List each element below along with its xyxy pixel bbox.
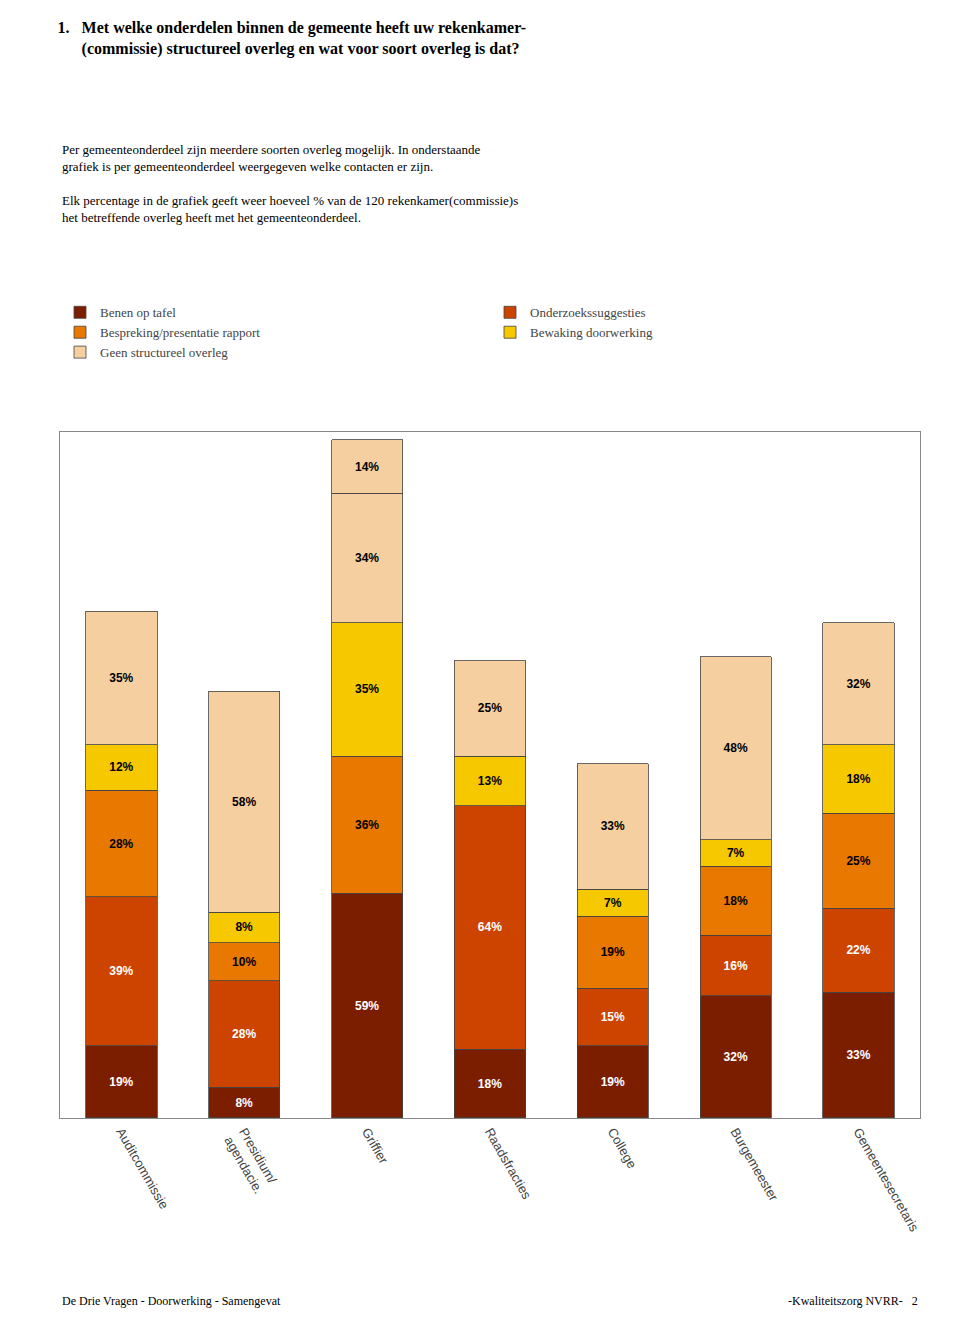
svg-text:64%: 64% <box>478 920 502 934</box>
svg-text:7%: 7% <box>604 896 622 910</box>
svg-text:Geen structureel overleg: Geen structureel overleg <box>100 345 228 360</box>
svg-text:Gemeentesecretaris: Gemeentesecretaris <box>850 1125 922 1234</box>
svg-text:Per gemeenteonderdeel zijn mee: Per gemeenteonderdeel zijn meerdere soor… <box>62 142 481 174</box>
svg-text:32%: 32% <box>846 677 870 691</box>
svg-text:28%: 28% <box>109 837 133 851</box>
svg-text:Bewaking doorwerking: Bewaking doorwerking <box>530 325 653 340</box>
svg-text:-Kwaliteitszorg NVRR- 2: -Kwaliteitszorg NVRR- 2 <box>788 1294 918 1308</box>
svg-text:12%: 12% <box>109 760 133 774</box>
svg-text:7%: 7% <box>727 846 745 860</box>
svg-text:Burgemeester: Burgemeester <box>727 1125 781 1204</box>
svg-text:18%: 18% <box>846 772 870 786</box>
svg-text:19%: 19% <box>601 1075 625 1089</box>
svg-text:25%: 25% <box>478 701 502 715</box>
svg-text:39%: 39% <box>109 964 133 978</box>
svg-text:14%: 14% <box>355 460 379 474</box>
svg-text:15%: 15% <box>601 1010 625 1024</box>
svg-text:22%: 22% <box>846 943 870 957</box>
svg-text:58%: 58% <box>232 795 256 809</box>
svg-text:Benen op tafel: Benen op tafel <box>100 305 176 320</box>
svg-text:35%: 35% <box>355 682 379 696</box>
svg-text:33%: 33% <box>601 819 625 833</box>
svg-text:8%: 8% <box>235 920 253 934</box>
svg-text:36%: 36% <box>355 818 379 832</box>
svg-text:19%: 19% <box>601 945 625 959</box>
svg-text:1. Met welke onderdelen binn: 1. Met welke onderdelen binnen de gemeen… <box>58 19 526 58</box>
svg-text:18%: 18% <box>724 894 748 908</box>
svg-text:Elk percentage in de grafiek g: Elk percentage in de grafiek geeft weer … <box>62 193 518 225</box>
svg-text:10%: 10% <box>232 955 256 969</box>
svg-text:48%: 48% <box>724 741 748 755</box>
svg-text:34%: 34% <box>355 551 379 565</box>
svg-text:Raadsfracties: Raadsfracties <box>482 1125 535 1202</box>
svg-text:33%: 33% <box>846 1048 870 1062</box>
svg-text:College: College <box>605 1125 640 1171</box>
svg-text:Griffier: Griffier <box>359 1125 392 1167</box>
svg-text:13%: 13% <box>478 774 502 788</box>
svg-text:18%: 18% <box>478 1077 502 1091</box>
svg-text:16%: 16% <box>724 959 748 973</box>
svg-text:Auditcommissie: Auditcommissie <box>113 1125 172 1211</box>
svg-text:Presidium/agendacie.: Presidium/agendacie. <box>221 1125 280 1196</box>
svg-text:19%: 19% <box>109 1075 133 1089</box>
svg-text:25%: 25% <box>846 854 870 868</box>
svg-text:35%: 35% <box>109 671 133 685</box>
svg-text:28%: 28% <box>232 1027 256 1041</box>
svg-text:32%: 32% <box>724 1050 748 1064</box>
svg-text:Onderzoekssuggesties: Onderzoekssuggesties <box>530 305 646 320</box>
svg-text:Bespreking/presentatie rapport: Bespreking/presentatie rapport <box>100 325 260 340</box>
svg-text:8%: 8% <box>235 1096 253 1110</box>
svg-text:59%: 59% <box>355 999 379 1013</box>
svg-text:De Drie Vragen - Doorwerking -: De Drie Vragen - Doorwerking - Samengeva… <box>62 1294 281 1308</box>
